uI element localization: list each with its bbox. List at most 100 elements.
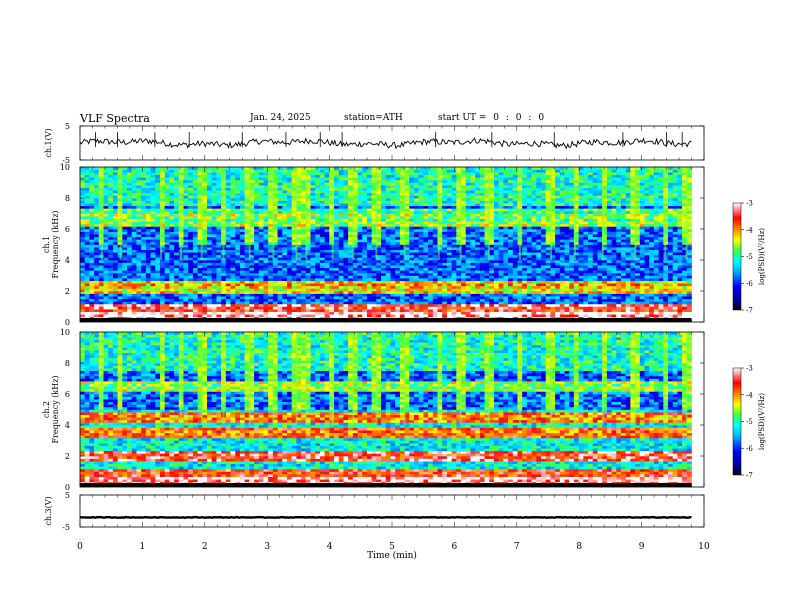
spectrogram-cell xyxy=(620,283,626,287)
spectrogram-cell xyxy=(479,280,485,284)
spectrogram-cell xyxy=(639,241,645,245)
spectrogram-cell xyxy=(84,254,90,258)
spectrogram-cell xyxy=(244,306,250,310)
spectrogram-cell xyxy=(461,241,467,245)
spectrogram-cell xyxy=(348,275,354,279)
spectrogram-cell xyxy=(583,231,589,235)
spectrogram-cell xyxy=(578,257,584,261)
spectrogram-cell xyxy=(112,314,118,318)
spectrogram-cell xyxy=(418,293,424,297)
spectrogram-cell xyxy=(602,257,608,261)
spectrogram-cell xyxy=(522,254,528,258)
spectrogram-cell xyxy=(606,265,612,269)
spectrogram-cell xyxy=(639,252,645,256)
spectrogram-cell xyxy=(644,257,650,261)
spectrogram-cell xyxy=(98,311,104,315)
spectrogram-cell xyxy=(348,257,354,261)
spectrogram-cell xyxy=(409,293,415,297)
spectrogram-cell xyxy=(249,267,255,271)
spectrogram-cell xyxy=(498,270,504,274)
spectrogram-cell xyxy=(291,229,297,232)
spectrogram-cell xyxy=(522,303,528,307)
spectrogram-cell xyxy=(409,241,415,245)
spectrogram-cell xyxy=(310,226,316,230)
spectrogram-cell xyxy=(531,303,537,307)
spectrogram-cell xyxy=(192,285,198,289)
spectrogram-cell xyxy=(404,296,410,300)
spectrogram-cell xyxy=(526,231,532,235)
spectrogram-cell xyxy=(531,293,537,297)
spectrogram-cell xyxy=(588,275,594,279)
spectrogram-cell xyxy=(239,291,245,294)
spectrogram-cell xyxy=(141,311,147,315)
spectrogram-cell xyxy=(484,229,490,232)
spectrogram-cell xyxy=(564,298,570,302)
spectrogram-cell xyxy=(296,278,302,281)
spectrogram-cell xyxy=(254,247,260,250)
spectrogram-cell xyxy=(672,247,678,250)
spectrogram-cell xyxy=(150,306,156,310)
spectrogram-cell xyxy=(329,296,335,300)
spectrogram-cell xyxy=(98,267,104,271)
spectrogram-cell xyxy=(94,267,100,271)
spectrogram-cell xyxy=(136,260,142,263)
spectrogram-cell xyxy=(136,306,142,310)
spectrogram-cell xyxy=(686,231,692,235)
spectrogram-cell xyxy=(672,285,678,289)
ch1v-panel: 5-5ch.1(V) xyxy=(44,122,705,165)
spectrogram-cell xyxy=(263,309,269,312)
spectrogram-cell xyxy=(244,272,250,276)
spectrogram-cell xyxy=(183,231,189,235)
spectrogram-cell xyxy=(131,303,137,307)
spectrogram-cell xyxy=(592,280,598,284)
spectrogram-cell xyxy=(592,260,598,263)
spectrogram-cell xyxy=(493,262,499,266)
spectrogram-cell xyxy=(550,275,556,279)
spectrogram-cell xyxy=(451,257,457,261)
spectrogram-cell xyxy=(526,311,532,315)
spectrogram-cell xyxy=(625,252,631,256)
spectrogram-cell xyxy=(352,236,358,240)
spectrogram-cell xyxy=(399,270,405,274)
spectrogram-cell xyxy=(230,249,236,253)
spectrogram-cell xyxy=(583,301,589,305)
spectrogram-cell xyxy=(192,283,198,287)
spectrogram-cell xyxy=(202,231,208,235)
spectrogram-cell xyxy=(362,249,368,253)
spectrogram-cell xyxy=(649,231,655,235)
spectrogram-cell xyxy=(470,288,476,292)
spectrogram-cell xyxy=(159,285,165,289)
spectrogram-cell xyxy=(225,247,231,250)
spectrogram-cell xyxy=(324,265,330,269)
spectrogram-cell xyxy=(183,293,189,297)
spectrogram-cell xyxy=(192,280,198,284)
spectrogram-cell xyxy=(315,280,321,284)
spectrogram-cell xyxy=(319,231,325,235)
spectrogram-cell xyxy=(489,229,495,232)
spectrogram-cell xyxy=(376,283,382,287)
spectrogram-cell xyxy=(286,262,292,266)
spectrogram-cell xyxy=(583,288,589,292)
spectrogram-cell xyxy=(437,278,443,281)
spectrogram-cell xyxy=(131,254,137,258)
spectrogram-cell xyxy=(446,239,452,243)
spectrogram-cell xyxy=(225,236,231,240)
spectrogram-cell xyxy=(437,270,443,274)
spectrogram-cell xyxy=(94,234,100,238)
spectrogram-cell xyxy=(89,241,95,245)
spectrogram-cell xyxy=(277,278,283,281)
spectrogram-cell xyxy=(479,249,485,253)
spectrogram-cell xyxy=(164,270,170,274)
spectrogram-cell xyxy=(164,249,170,253)
spectrogram-cell xyxy=(668,252,673,256)
spectrogram-cell xyxy=(451,275,457,279)
spectrogram-cell xyxy=(512,260,518,263)
spectrogram-cell xyxy=(658,275,664,279)
spectrogram-cell xyxy=(418,296,424,300)
spectrogram-cell xyxy=(230,267,236,271)
spectrogram-cell xyxy=(437,252,443,256)
spectrogram-cell xyxy=(489,241,495,245)
spectrogram-cell xyxy=(522,272,528,276)
spectrogram-cell xyxy=(117,293,123,297)
spectrogram-cell xyxy=(446,309,452,312)
